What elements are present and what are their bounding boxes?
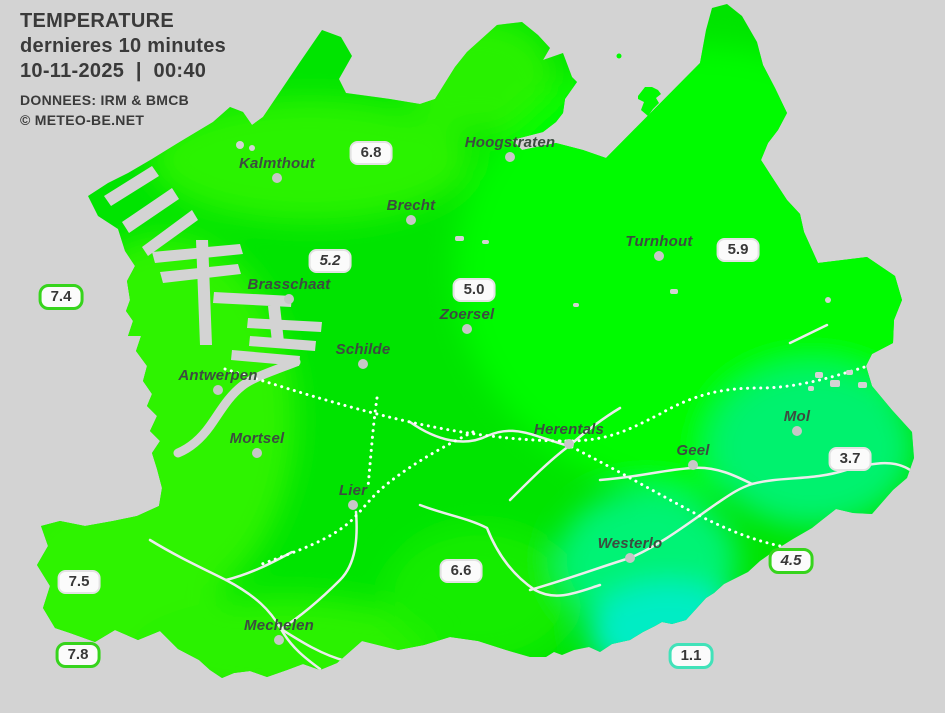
city-dot-schilde	[358, 359, 368, 369]
city-label-mechelen: Mechelen	[244, 617, 314, 634]
station-badge-5.2: 5.2	[308, 249, 352, 273]
city-label-mol: Mol	[783, 408, 811, 425]
city-dot-lier	[348, 500, 358, 510]
mol-canal-cluster	[808, 366, 874, 391]
city-label-antwerpen: Antwerpen	[178, 367, 258, 384]
city-dot-westerlo	[625, 553, 635, 563]
city-dot-mortsel	[252, 448, 262, 458]
city-dot-antwerpen	[213, 385, 223, 395]
station-badge-6.8: 6.8	[349, 141, 393, 165]
station-badge-7.8: 7.8	[55, 642, 101, 668]
city-dot-hoogstraten	[505, 152, 515, 162]
city-dot-brasschaat	[284, 294, 294, 304]
city-dot-mol	[792, 426, 802, 436]
copyright-text: © METEO-BE.NET	[20, 112, 145, 128]
river-scheldt	[173, 357, 301, 458]
page-subtitle: dernieres 10 minutes	[20, 35, 227, 57]
city-dot-zoersel	[462, 324, 472, 334]
station-badge-5.9: 5.9	[716, 238, 760, 262]
city-label-herentals: Herentals	[533, 421, 605, 438]
station-badge-6.6: 6.6	[439, 559, 483, 583]
station-badge-7.4: 7.4	[38, 284, 84, 310]
city-label-turnhout: Turnhout	[625, 233, 693, 250]
city-dot-brecht	[406, 215, 416, 225]
city-label-kalmthout: Kalmthout	[239, 155, 315, 172]
city-label-zoersel: Zoersel	[439, 306, 495, 323]
city-label-mortsel: Mortsel	[229, 430, 285, 447]
city-label-lier: Lier	[338, 482, 368, 499]
data-source-text: DONNEES: IRM & BMCB	[20, 92, 190, 108]
city-label-geel: Geel	[676, 442, 710, 459]
city-dot-herentals	[564, 439, 574, 449]
station-badge-3.7: 3.7	[828, 447, 872, 471]
datetime-text: 10-11-2025 | 00:40	[20, 60, 207, 82]
station-badge-4.5: 4.5	[768, 548, 814, 574]
city-label-brecht: Brecht	[386, 197, 436, 214]
city-dot-mechelen	[274, 635, 284, 645]
station-badge-5.0: 5.0	[452, 278, 496, 302]
temp-zone-south-of-lier	[385, 525, 575, 665]
city-label-hoogstraten: Hoogstraten	[464, 134, 556, 151]
city-dot-turnhout	[654, 251, 664, 261]
station-badge-7.5: 7.5	[57, 570, 101, 594]
city-label-schilde: Schilde	[335, 341, 391, 358]
city-dot-kalmthout	[272, 173, 282, 183]
station-badge-1.1: 1.1	[668, 643, 714, 669]
temp-zone-mol	[710, 367, 914, 527]
harbour-docks	[104, 141, 831, 366]
city-label-brasschaat: Brasschaat	[247, 276, 331, 293]
city-label-westerlo: Westerlo	[597, 535, 663, 552]
page-title: TEMPERATURE	[20, 10, 175, 32]
title-block: TEMPERATURE dernieres 10 minutes 10-11-2…	[20, 9, 226, 130]
baarle-hertog-enclave	[616, 53, 661, 116]
city-dot-geel	[688, 460, 698, 470]
dotted-canals	[223, 353, 908, 566]
temp-zone-northwest-band	[150, 98, 470, 222]
